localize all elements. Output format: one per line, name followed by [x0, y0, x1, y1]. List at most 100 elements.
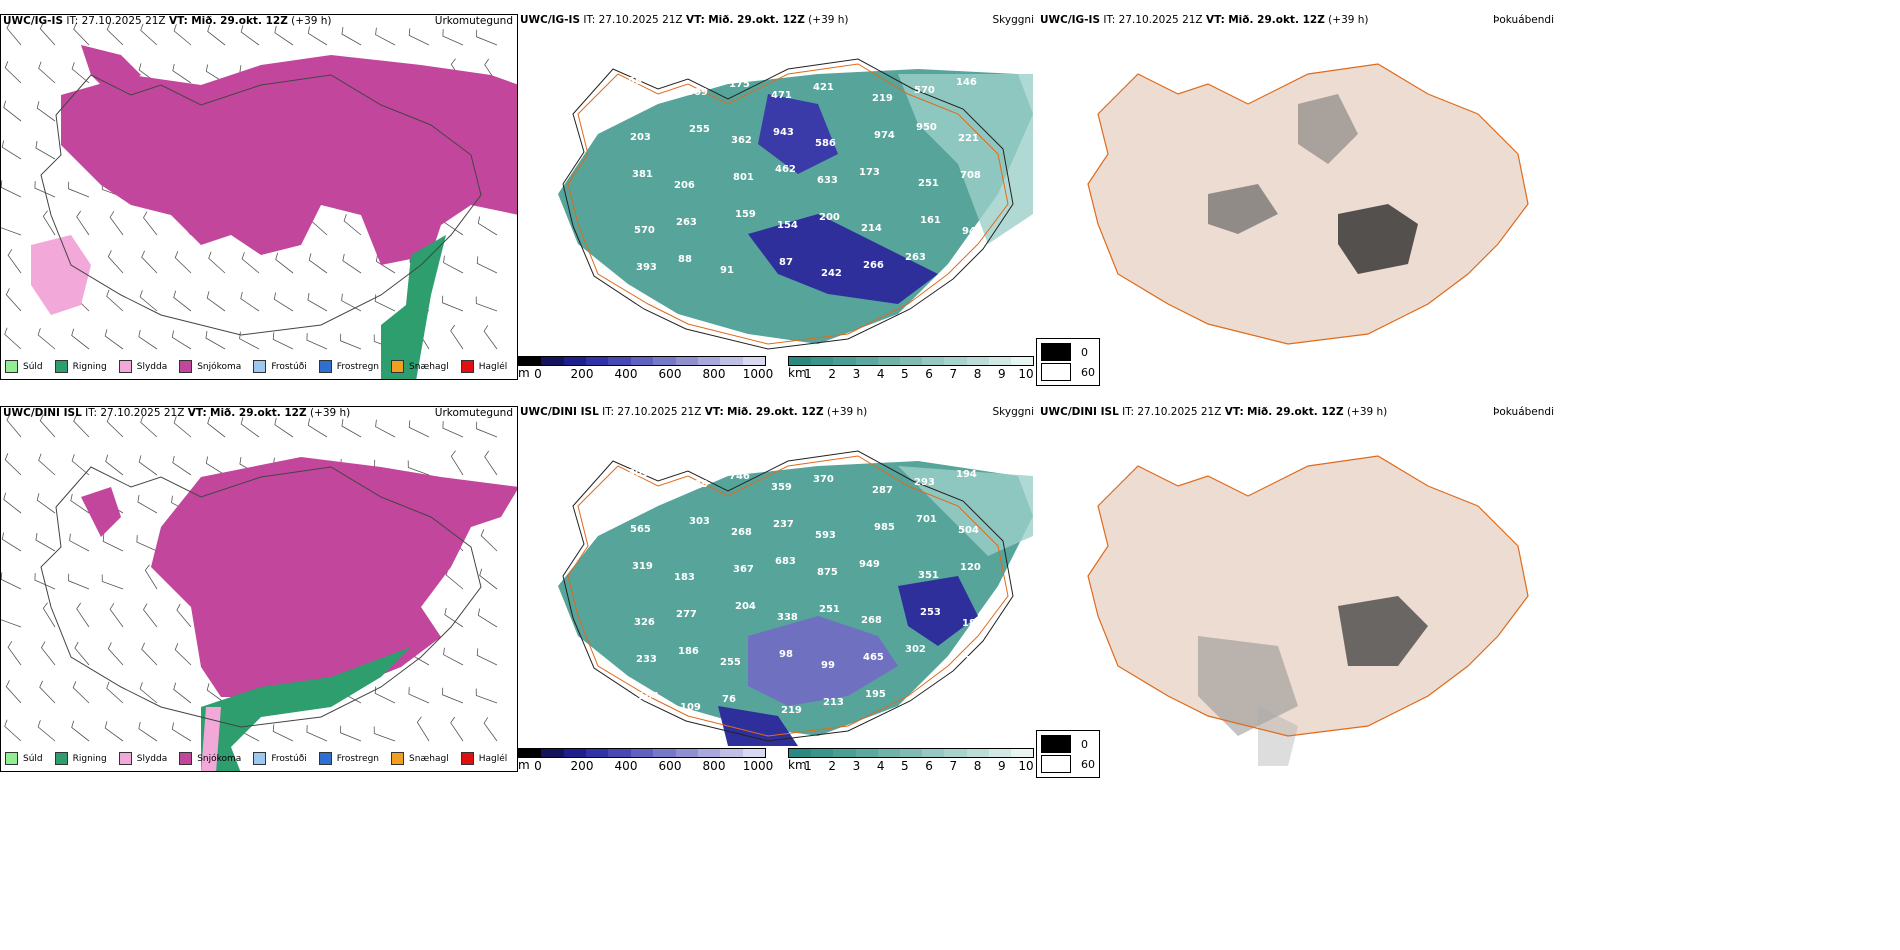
wind-barb — [444, 607, 464, 628]
cloud-base-value: 200 — [819, 212, 840, 223]
cloud-base-value: 943 — [773, 127, 794, 138]
cloud-base-value: 253 — [920, 607, 941, 618]
legend-label: Frostregn — [336, 361, 380, 372]
colorbar-segment — [877, 749, 900, 757]
cloud-base-value: 565 — [630, 524, 651, 535]
colorbar-segment — [586, 357, 609, 365]
cloud-base-value: 370 — [813, 474, 834, 485]
wind-barb — [140, 415, 158, 438]
cloud-base-value: 338 — [777, 612, 798, 623]
wind-barb — [36, 493, 56, 514]
wind-barb — [207, 416, 226, 438]
legend-item: Haglél — [460, 752, 507, 765]
cloud-base-value: 206 — [674, 180, 695, 191]
wind-barb — [416, 716, 430, 742]
cloud-base-value: 173 — [859, 167, 880, 178]
cloud-base-value: 213 — [823, 697, 844, 708]
cloud-base-value: 219 — [781, 705, 802, 716]
cloud-base-value: 203 — [630, 132, 651, 143]
visibility-field — [558, 461, 1033, 736]
iceland-outline — [562, 450, 1014, 742]
wind-barb — [475, 296, 498, 312]
wind-barb — [477, 608, 498, 628]
wind-barb — [139, 290, 158, 312]
fog-legend-swatch — [1041, 343, 1071, 361]
colorbar-segment — [922, 749, 945, 757]
colorbar-segment — [608, 357, 631, 365]
iceland-outline — [562, 58, 1014, 350]
fog-area — [1258, 706, 1298, 766]
cloud-base-area — [748, 616, 898, 706]
fog-map-row1 — [1087, 455, 1529, 766]
wind-barb — [340, 333, 362, 350]
colorbar-segment — [1010, 749, 1034, 757]
wind-barb — [70, 493, 90, 514]
cloud-base-value: 255 — [689, 124, 710, 135]
snow-area — [61, 55, 517, 265]
fog-panel-row0: UWC/IG-IS IT: 27.10.2025 21Z VT: Mið. 29… — [1038, 14, 1558, 380]
wind-barb — [343, 214, 362, 236]
wind-barb — [443, 647, 464, 666]
cloud-base-value: 242 — [821, 268, 842, 279]
legend-item: Frostregn — [318, 360, 380, 373]
wind-barb — [240, 25, 260, 46]
wind-barb — [442, 29, 464, 46]
cloud-base-value: 471 — [771, 90, 792, 101]
iceland-outline — [1087, 455, 1529, 737]
panel-title: Úrkomutegund — [434, 407, 513, 419]
colorbar-tick-label: 9 — [997, 367, 1006, 380]
wind-barb — [4, 61, 22, 84]
cloud-base-value: 154 — [777, 220, 798, 231]
legend-swatch — [460, 360, 474, 373]
wind-barb — [341, 27, 362, 46]
wind-barb — [306, 725, 328, 742]
colorbar-segment — [653, 749, 676, 757]
wind-barb — [5, 680, 22, 704]
wind-barb — [1, 180, 22, 198]
legend-swatch — [391, 752, 405, 765]
colorbar-tick-label: 200 — [570, 759, 594, 772]
precip-panel-row0: UWC/IG-IS IT: 27.10.2025 21Z VT: Mið. 29… — [0, 14, 518, 380]
cloud-base-labels: 58 909 175 471 421 219 570 146 203 255 362 943 586 97… — [628, 76, 981, 279]
wind-barb — [1, 140, 22, 160]
wind-barb — [475, 688, 498, 704]
colorbar-segment — [988, 749, 1011, 757]
cloud-base-value: 251 — [819, 604, 840, 615]
cloud-base-value: 586 — [815, 138, 836, 149]
cloud-base-value: 465 — [863, 652, 884, 663]
cloud-base-value: 204 — [735, 601, 756, 612]
colorbar-tick-label: 5 — [901, 367, 909, 380]
rain-area — [201, 647, 411, 771]
wind-barb — [207, 24, 226, 46]
colorbar-tick-label: 0 — [534, 759, 542, 772]
colorbar-tick-label: 10 — [1018, 367, 1034, 380]
colorbar-segment — [519, 357, 542, 365]
cloud-base-value: 746 — [729, 471, 750, 482]
wind-barb — [39, 22, 56, 46]
cloud-base-value: 801 — [733, 172, 754, 183]
legend-item: Súld — [5, 752, 43, 765]
colorbar-tick-label: 10 — [1018, 759, 1034, 772]
cloud-base-value: 362 — [731, 135, 752, 146]
wind-barb — [476, 256, 498, 274]
cloud-base-value: 421 — [813, 82, 834, 93]
cloud-base-value: 161 — [920, 215, 941, 226]
cloud-base-area — [758, 94, 838, 174]
legend-label: Súld — [23, 753, 43, 764]
wind-barb — [374, 294, 396, 312]
cloud-panel-row1: 303 288 746 359 370 287 293 194 565 303 268 237 593 9… — [518, 406, 1038, 772]
wind-barb — [171, 722, 192, 742]
legend-swatch — [118, 360, 132, 373]
cloud-base-value: 287 — [872, 485, 893, 496]
cloud-base-value: 974 — [874, 130, 895, 141]
cloud-base-value: 462 — [775, 164, 796, 175]
colorbar-tick-label: 7 — [949, 367, 958, 380]
wind-barb — [6, 413, 22, 438]
fog-legend-swatch — [1041, 735, 1071, 753]
colorbar-segment — [988, 357, 1011, 365]
cloud-base-value: 950 — [916, 122, 937, 133]
legend-swatch — [54, 752, 68, 765]
legend-item: Snæhagl — [391, 360, 449, 373]
wind-barb — [35, 533, 56, 552]
cloud-base-value: 359 — [771, 482, 792, 493]
